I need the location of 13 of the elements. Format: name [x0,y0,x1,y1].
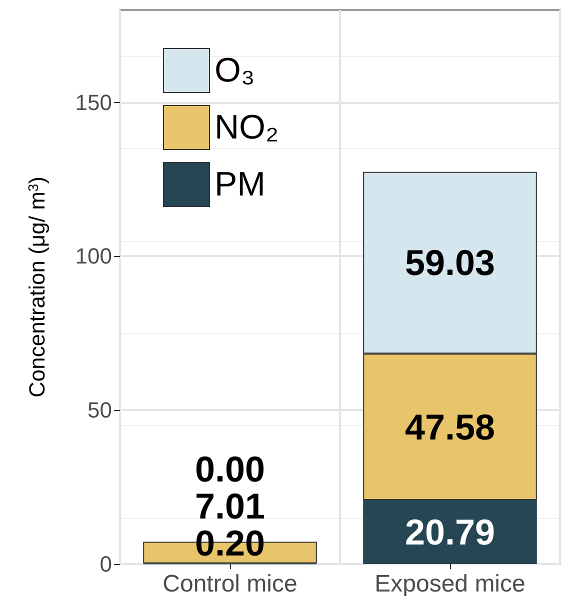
legend-label: NO₂ [214,108,279,146]
x-tick-label: Control mice [162,570,298,598]
y-axis-title: Concentration (μg/ m3) [24,176,50,398]
y-tick-label: 0 [100,552,112,576]
data-label: 47.58 [404,406,496,448]
y-tick-label: 150 [75,90,112,115]
data-label: 20.79 [404,512,496,553]
bar [363,500,537,564]
legend-label: O₃ [214,52,255,90]
data-label: 59.03 [404,242,496,284]
legend-label: PM [214,166,266,204]
y-tick-label: 100 [75,244,112,269]
y-tick-label: 50 [88,398,112,423]
